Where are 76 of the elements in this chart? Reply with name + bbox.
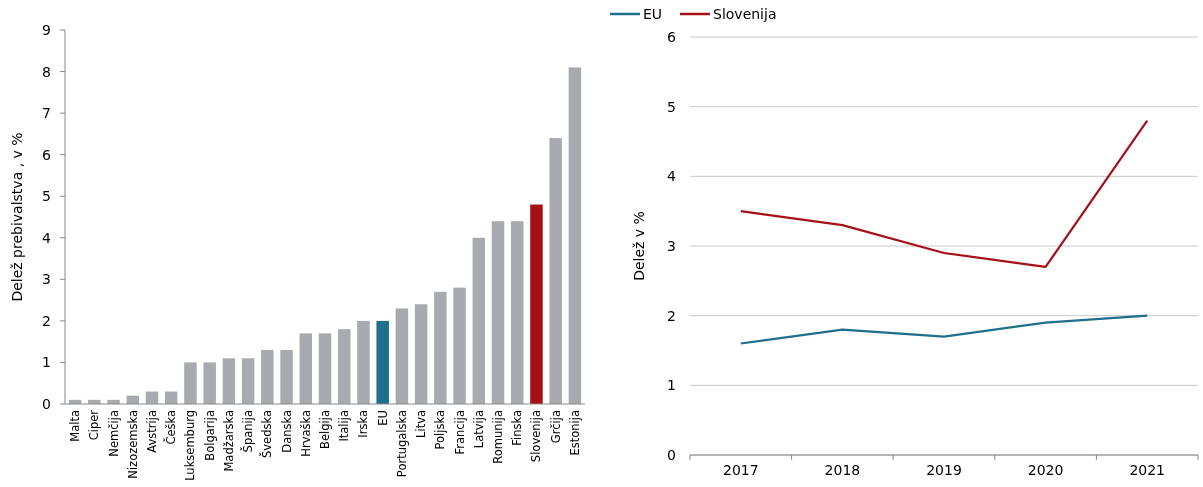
y-tick-label: 5 [42, 188, 51, 205]
bar [549, 138, 562, 404]
y-axis-title: Delež prebivalstva , v % [9, 132, 25, 302]
x-tick-label: Poljska [433, 410, 448, 450]
bar [376, 320, 389, 404]
bar [222, 358, 236, 404]
x-tick-label: Ciper [87, 409, 102, 441]
x-tick-label: Latvija [471, 410, 486, 449]
x-tick-label: Avstrija [144, 410, 159, 453]
x-tick-label: Belgija [318, 410, 332, 449]
bar [337, 329, 351, 404]
bar [261, 349, 274, 404]
y-tick-label: 0 [667, 447, 676, 463]
y-tick-label: 3 [42, 271, 51, 288]
y-tick-label: 8 [42, 63, 51, 80]
y-tick-label: 2 [42, 312, 51, 329]
bar [530, 204, 543, 404]
x-tick-label: Francija [452, 410, 467, 455]
bar [241, 358, 255, 404]
bar [318, 333, 332, 404]
x-tick-label: Malta [68, 410, 83, 442]
y-tick-label: 4 [667, 168, 677, 185]
x-tick-label: Litva [414, 410, 429, 438]
y-tick-label: 1 [42, 354, 51, 371]
x-tick-label: Španija [240, 410, 256, 453]
y-tick-label: 3 [667, 238, 676, 254]
x-tick-label: Irska [356, 410, 371, 438]
y-tick-label: 6 [667, 29, 677, 45]
x-tick-label: Estonija [567, 410, 582, 456]
line-series [739, 314, 1149, 345]
y-tick-label: 4 [42, 229, 52, 246]
y-tick-label: 9 [42, 22, 51, 38]
bar [203, 362, 216, 404]
bar [434, 291, 447, 404]
x-tick-label: Finska [510, 410, 525, 446]
x-tick-label: Grčija [548, 410, 563, 444]
legend-label: Slovenija [713, 6, 777, 22]
x-tick-label: Madžarska [221, 410, 236, 472]
x-tick-label: EU [375, 410, 390, 426]
x-tick-label: Švedska [259, 410, 275, 458]
bar [510, 221, 524, 404]
x-tick-label: Hrvaška [298, 410, 313, 457]
bar [453, 287, 466, 404]
x-tick-label: Slovenija [529, 410, 544, 463]
x-tick-label: Bolgarija [202, 410, 217, 461]
y-tick-label: 1 [667, 377, 676, 394]
bar [357, 320, 370, 404]
x-tick-label: 2018 [824, 462, 861, 478]
legend-label: EU [643, 6, 663, 22]
y-tick-label: 6 [42, 146, 52, 163]
x-tick-label: Romunija [491, 410, 506, 464]
x-tick-label: Danska [279, 410, 294, 453]
y-axis-title: Delež v % [631, 211, 647, 281]
y-tick-label: 5 [667, 98, 676, 115]
x-tick-label: 2020 [1027, 462, 1064, 478]
x-tick-label: Italija [337, 410, 352, 442]
bar [414, 304, 428, 404]
bar [280, 349, 293, 404]
x-tick-label: 2017 [722, 462, 759, 478]
x-tick-label: Luksemburg [183, 410, 198, 481]
y-tick-label: 7 [42, 105, 51, 122]
y-tick-label: 2 [667, 307, 676, 324]
bar [184, 362, 197, 404]
line-series [739, 119, 1149, 268]
y-tick-label: 0 [42, 396, 51, 412]
bar [472, 237, 486, 404]
x-tick-label: Češka [163, 410, 179, 445]
x-tick-label: Portugalska [394, 410, 409, 478]
bar [299, 333, 313, 404]
bar [568, 67, 582, 404]
x-tick-label: Nizozemska [125, 410, 140, 479]
x-tick-label: 2021 [1129, 462, 1166, 478]
bar [395, 308, 409, 404]
bar [491, 221, 505, 404]
x-tick-label: Nemčija [106, 410, 121, 457]
x-tick-label: 2019 [926, 462, 962, 478]
